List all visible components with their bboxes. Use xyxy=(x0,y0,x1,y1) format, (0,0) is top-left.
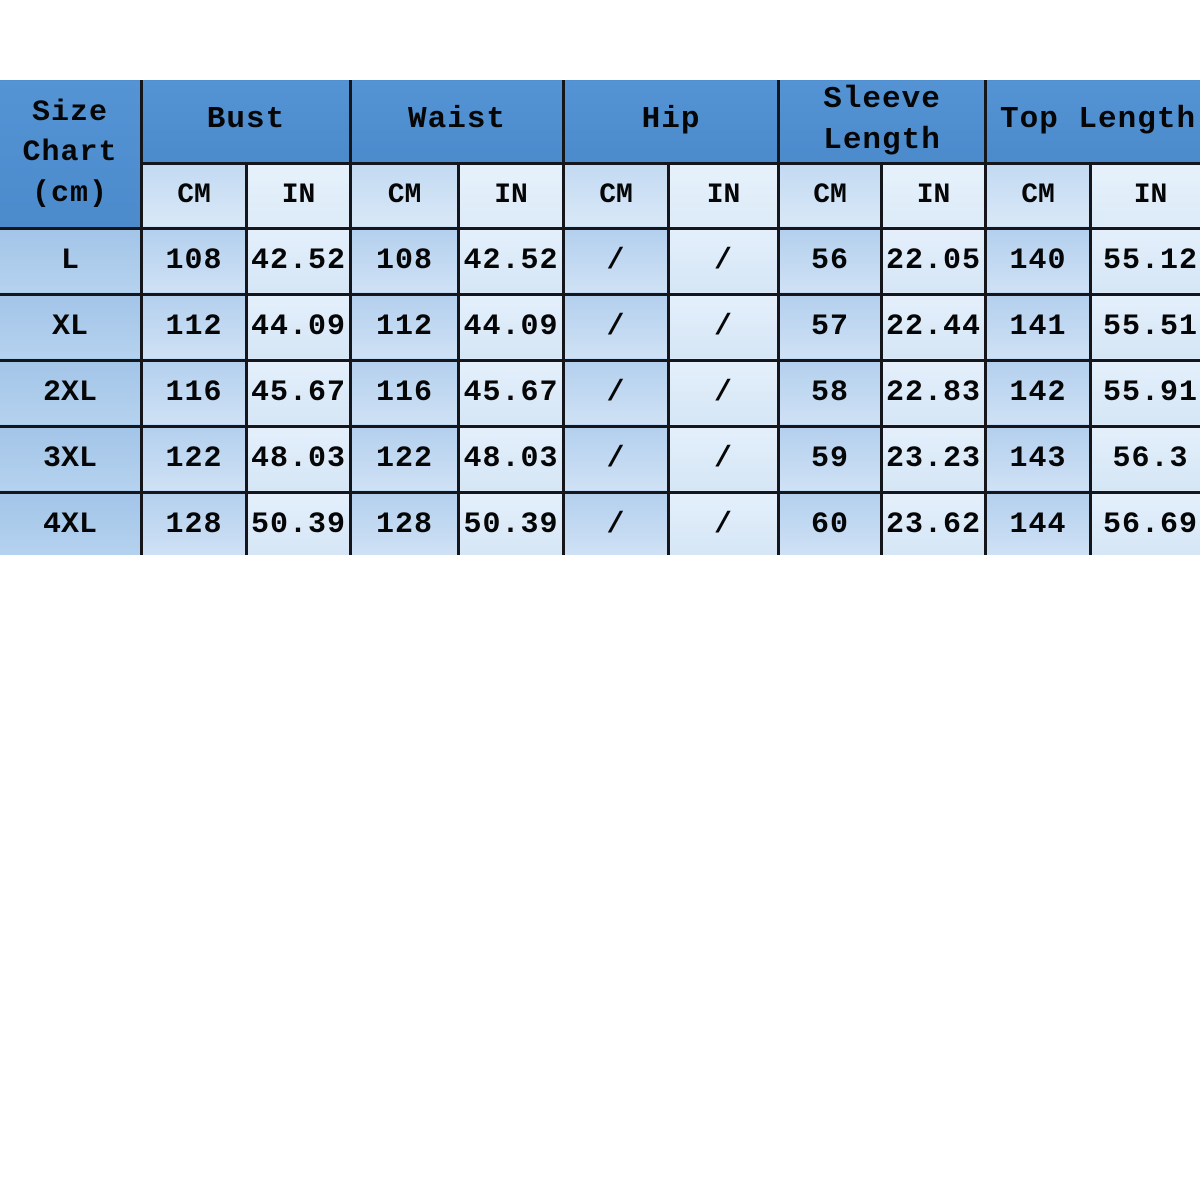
value-in-cell: 42.52 xyxy=(244,226,353,296)
value-in-cell: 50.39 xyxy=(457,490,566,555)
table-row: XL 112 44.09 112 44.09//57 22.44 141 55.51 xyxy=(0,292,1200,362)
value-in-cell: 48.03 xyxy=(457,424,566,494)
value-in-cell: 22.44 xyxy=(880,292,988,362)
value-in-cell: 22.83 xyxy=(880,358,988,428)
value-in-cell: / xyxy=(667,424,781,494)
value-cm-cell: 56 xyxy=(777,226,884,296)
value-in-cell: 55.51 xyxy=(1089,292,1200,362)
table-row: L 108 42.52 108 42.52//56 22.05 140 55.12 xyxy=(0,226,1200,296)
value-in-cell: 55.12 xyxy=(1089,226,1200,296)
value-in-cell: 55.91 xyxy=(1089,358,1200,428)
group-header-row: Size Chart (cm) Bust Waist Hip Sleeve Le… xyxy=(0,80,1200,230)
unit-header-cm: CM xyxy=(140,161,248,230)
value-in-cell: 22.05 xyxy=(880,226,988,296)
size-label: L xyxy=(0,226,143,296)
value-cm-cell: 122 xyxy=(349,424,461,494)
unit-header-in: IN xyxy=(880,161,988,230)
size-label: 3XL xyxy=(0,424,143,494)
unit-header-in: IN xyxy=(1089,161,1200,230)
value-in-cell: 56.3 xyxy=(1089,424,1200,494)
value-cm-cell: 60 xyxy=(777,490,884,555)
value-cm-cell: 144 xyxy=(984,490,1093,555)
value-cm-cell: 141 xyxy=(984,292,1093,362)
group-header-sleeve-length: Sleeve Length xyxy=(777,80,988,165)
table-row: 3XL 122 48.03 122 48.03//59 23.23 143 56.3 xyxy=(0,424,1200,494)
value-in-cell: 44.09 xyxy=(457,292,566,362)
group-header-waist: Waist xyxy=(349,80,566,165)
unit-header-in: IN xyxy=(457,161,566,230)
value-in-cell: 56.69 xyxy=(1089,490,1200,555)
value-cm-cell: 108 xyxy=(140,226,248,296)
value-in-cell: 50.39 xyxy=(244,490,353,555)
group-header-top-length: Top Length xyxy=(984,80,1200,165)
value-in-cell: 45.67 xyxy=(457,358,566,428)
size-chart-table: Size Chart (cm) Bust Waist Hip Sleeve Le… xyxy=(0,80,1200,555)
unit-header-cm: CM xyxy=(562,161,671,230)
value-in-cell: 42.52 xyxy=(457,226,566,296)
value-in-cell: 45.67 xyxy=(244,358,353,428)
value-cm-cell: 143 xyxy=(984,424,1093,494)
unit-header-cm: CM xyxy=(984,161,1093,230)
group-header-bust: Bust xyxy=(139,80,353,165)
unit-header-cm: CM xyxy=(777,161,884,230)
table-header: Size Chart (cm) Bust Waist Hip Sleeve Le… xyxy=(0,80,1200,230)
value-in-cell: 44.09 xyxy=(244,292,353,362)
value-cm-cell: 57 xyxy=(777,292,884,362)
corner-size-chart-label: Size Chart (cm) xyxy=(0,80,143,230)
value-cm-cell: 128 xyxy=(140,490,248,555)
value-in-cell: / xyxy=(667,292,781,362)
value-cm-cell: / xyxy=(562,424,671,494)
table-row: 2XL 116 45.67 116 45.67//58 22.83 142 55.91 xyxy=(0,358,1200,428)
table-row: 4XL 128 50.39 128 50.39//60 23.62 144 56.69 xyxy=(0,490,1200,555)
value-cm-cell: / xyxy=(562,358,671,428)
value-cm-cell: 112 xyxy=(349,292,461,362)
size-chart-region: Size Chart (cm) Bust Waist Hip Sleeve Le… xyxy=(0,80,1200,555)
unit-header-in: IN xyxy=(667,161,781,230)
value-cm-cell: / xyxy=(562,490,671,555)
value-in-cell: 23.62 xyxy=(880,490,988,555)
value-in-cell: / xyxy=(667,226,781,296)
size-table-body: L 108 42.52 108 42.52//56 22.05 140 55.12 XL 112 4… xyxy=(0,226,1200,555)
value-in-cell: / xyxy=(667,358,781,428)
unit-header-row: CM IN CM IN CM IN CM IN CM IN xyxy=(0,161,1200,230)
value-cm-cell: 128 xyxy=(349,490,461,555)
value-in-cell: 48.03 xyxy=(244,424,353,494)
value-cm-cell: 112 xyxy=(140,292,248,362)
value-cm-cell: 58 xyxy=(777,358,884,428)
unit-header-in: IN xyxy=(244,161,353,230)
value-cm-cell: 116 xyxy=(349,358,461,428)
value-in-cell: 23.23 xyxy=(880,424,988,494)
group-header-hip: Hip xyxy=(562,80,781,165)
value-in-cell: / xyxy=(667,490,781,555)
value-cm-cell: / xyxy=(562,292,671,362)
value-cm-cell: 122 xyxy=(140,424,248,494)
size-label: 4XL xyxy=(0,490,143,555)
size-label: 2XL xyxy=(0,358,143,428)
value-cm-cell: 140 xyxy=(984,226,1093,296)
unit-header-cm: CM xyxy=(349,161,461,230)
value-cm-cell: 108 xyxy=(349,226,461,296)
size-label: XL xyxy=(0,292,143,362)
value-cm-cell: 142 xyxy=(984,358,1093,428)
value-cm-cell: 59 xyxy=(777,424,884,494)
value-cm-cell: 116 xyxy=(140,358,248,428)
value-cm-cell: / xyxy=(562,226,671,296)
